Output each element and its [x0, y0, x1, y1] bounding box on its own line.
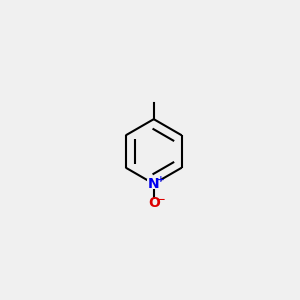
Text: N: N — [148, 177, 160, 191]
Bar — [147, 179, 161, 189]
Text: −: − — [157, 195, 164, 204]
Text: O: O — [148, 196, 160, 211]
Text: +: + — [157, 175, 164, 184]
Bar — [147, 199, 160, 208]
